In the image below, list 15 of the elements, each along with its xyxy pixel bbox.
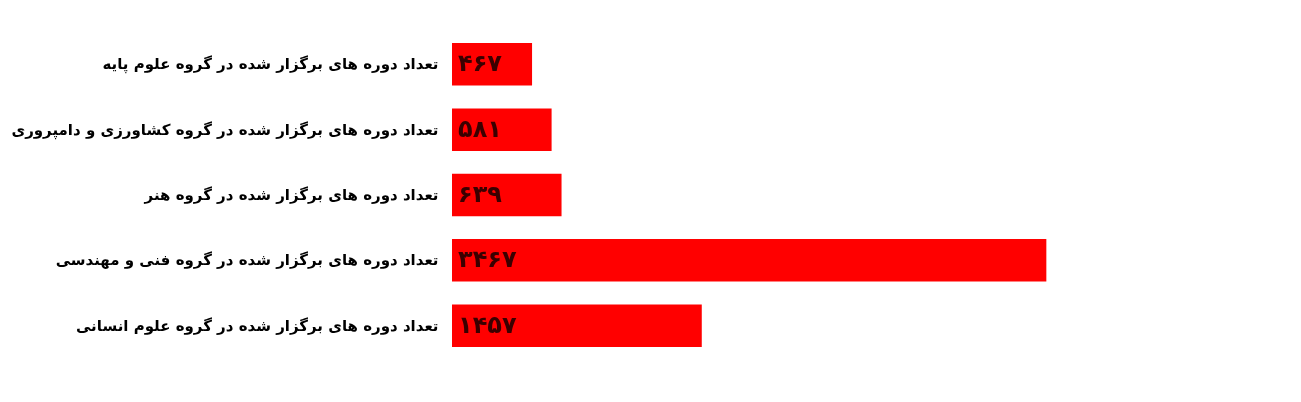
y-tick-label: تعداد دوره های برگزار شده در گروه علوم پایه bbox=[102, 55, 439, 75]
bar bbox=[452, 173, 562, 217]
bar bbox=[452, 239, 1047, 282]
data-label: ۴۶۷ bbox=[458, 49, 503, 78]
bar bbox=[452, 108, 552, 151]
y-tick-label: تعداد دوره های برگزار شده در گروه هنر bbox=[143, 186, 439, 204]
data-label: ۵۸۱ bbox=[458, 114, 502, 143]
y-tick-label: تعداد دوره های برگزار شده در گروه فنی و مهندسی bbox=[55, 251, 439, 270]
bar bbox=[452, 304, 702, 347]
bar bbox=[452, 43, 533, 86]
data-label: ۱۴۵۷ bbox=[458, 310, 517, 339]
data-label: ۳۴۶۷ bbox=[458, 245, 517, 274]
y-tick-label: تعداد دوره های برگزار شده در گروه کشاورزی و دامپروری bbox=[11, 120, 439, 140]
data-label: ۶۳۹ bbox=[458, 180, 503, 208]
y-tick-label: تعداد دوره های برگزار شده در گروه علوم انسانی bbox=[75, 316, 439, 335]
